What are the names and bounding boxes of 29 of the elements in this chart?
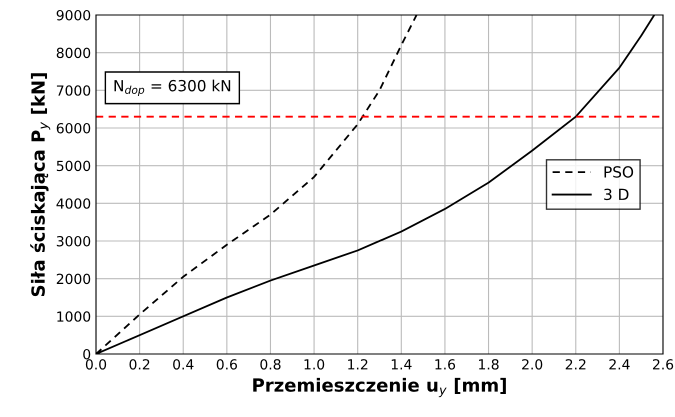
y-tick-label: 4000	[56, 198, 90, 209]
x-tick-label: 2.2	[566, 359, 586, 370]
y-tick-label: 9000	[56, 10, 90, 20]
x-tick-label: 2.4	[609, 359, 630, 370]
x-tick-label: 0.0	[86, 359, 106, 370]
y-axis-title: Siła ściskająca P$_{y}$ [kN]	[30, 73, 50, 296]
x-tick-label: 2.0	[522, 359, 542, 370]
x-tick-label: 1.0	[304, 359, 324, 370]
ref-line-label: N$_{dop}$ = 6300 kN	[114, 80, 230, 96]
x-tick-label: 1.4	[392, 359, 412, 370]
legend-label: 3 D	[604, 188, 628, 200]
x-axis-title: Przemieszczenie u$_{y}$ [mm]	[253, 378, 506, 398]
x-tick-label: 0.2	[129, 359, 150, 370]
y-tick-label: 5000	[56, 160, 90, 172]
x-tick-label: 1.2	[348, 359, 368, 370]
y-tick-label: 6000	[56, 122, 90, 134]
y-tick-label: 2000	[56, 274, 90, 284]
x-tick-label: 0.4	[173, 359, 194, 370]
x-tick-label: 0.8	[260, 359, 281, 370]
x-tick-label: 1.8	[479, 359, 499, 370]
y-tick-label: 8000	[56, 48, 90, 58]
legend-label: PSO	[604, 166, 634, 178]
y-tick-label: 0	[83, 348, 90, 360]
x-tick-label: 0.6	[216, 359, 238, 370]
y-tick-label: 7000	[56, 85, 90, 96]
x-tick-label: 1.6	[435, 359, 456, 370]
y-tick-label: 3000	[56, 236, 90, 246]
x-tick-label: 2.6	[652, 359, 674, 370]
y-tick-label: 1000	[57, 311, 90, 322]
